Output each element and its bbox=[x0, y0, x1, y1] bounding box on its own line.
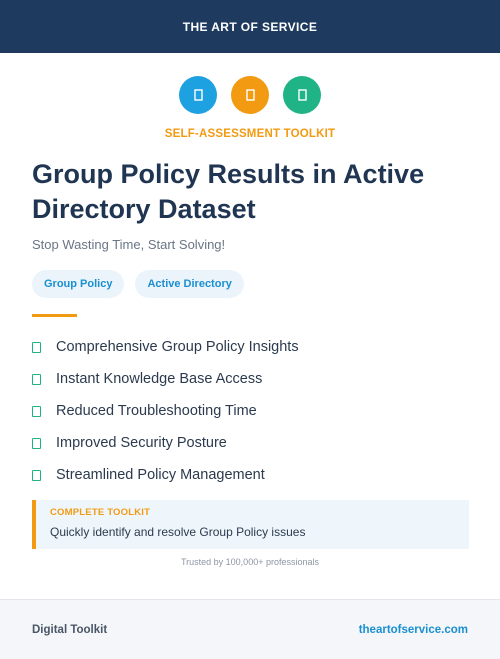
check-icon bbox=[32, 341, 41, 353]
website-link[interactable]: theartofservice.com bbox=[358, 623, 468, 636]
footer: Digital Toolkit theartofservice.com bbox=[0, 599, 500, 659]
check-icon bbox=[32, 437, 41, 449]
feature-text: Reduced Troubleshooting Time bbox=[56, 403, 257, 419]
feature-list: Comprehensive Group Policy Insights Inst… bbox=[32, 331, 472, 491]
brand-name: THE ART OF SERVICE bbox=[182, 19, 318, 34]
feature-text: Streamlined Policy Management bbox=[56, 467, 265, 483]
callout-text: Quickly identify and resolve Group Polic… bbox=[50, 525, 306, 539]
check-icon bbox=[32, 373, 41, 385]
orange-badge bbox=[231, 76, 269, 114]
list-item: Reduced Troubleshooting Time bbox=[32, 395, 472, 427]
list-item: Instant Knowledge Base Access bbox=[32, 363, 472, 395]
subtitle: Stop Wasting Time, Start Solving! bbox=[32, 237, 226, 252]
tool-icon bbox=[297, 89, 307, 101]
accent-divider bbox=[32, 314, 77, 317]
list-item: Comprehensive Group Policy Insights bbox=[32, 331, 472, 363]
title-line-2: Directory Dataset bbox=[32, 194, 256, 224]
toolkit-callout: COMPLETE TOOLKIT Quickly identify and re… bbox=[32, 500, 469, 549]
feature-text: Improved Security Posture bbox=[56, 435, 227, 451]
eyebrow-label: SELF-ASSESSMENT TOOLKIT bbox=[164, 128, 336, 140]
tool-icon bbox=[245, 89, 255, 101]
tag-list: Group Policy Active Directory bbox=[32, 270, 244, 298]
top-banner: THE ART OF SERVICE bbox=[0, 0, 500, 53]
trust-note: Trusted by 100,000+ professionals bbox=[180, 557, 319, 567]
footer-label: Digital Toolkit bbox=[32, 623, 108, 636]
feature-text: Instant Knowledge Base Access bbox=[56, 371, 263, 387]
icon-row bbox=[0, 76, 500, 114]
tag-group-policy[interactable]: Group Policy bbox=[32, 270, 125, 298]
green-badge bbox=[283, 76, 321, 114]
tool-icon bbox=[193, 89, 203, 101]
title-line-1: Group Policy Results in Active bbox=[32, 159, 425, 189]
feature-text: Comprehensive Group Policy Insights bbox=[56, 339, 299, 355]
page-title: Group Policy Results in Active Directory… bbox=[32, 157, 472, 227]
list-item: Improved Security Posture bbox=[32, 427, 472, 459]
blue-badge bbox=[179, 76, 217, 114]
callout-label: COMPLETE TOOLKIT bbox=[50, 507, 151, 518]
list-item: Streamlined Policy Management bbox=[32, 459, 472, 491]
check-icon bbox=[32, 405, 41, 417]
tag-active-directory[interactable]: Active Directory bbox=[135, 270, 244, 298]
check-icon bbox=[32, 469, 41, 481]
